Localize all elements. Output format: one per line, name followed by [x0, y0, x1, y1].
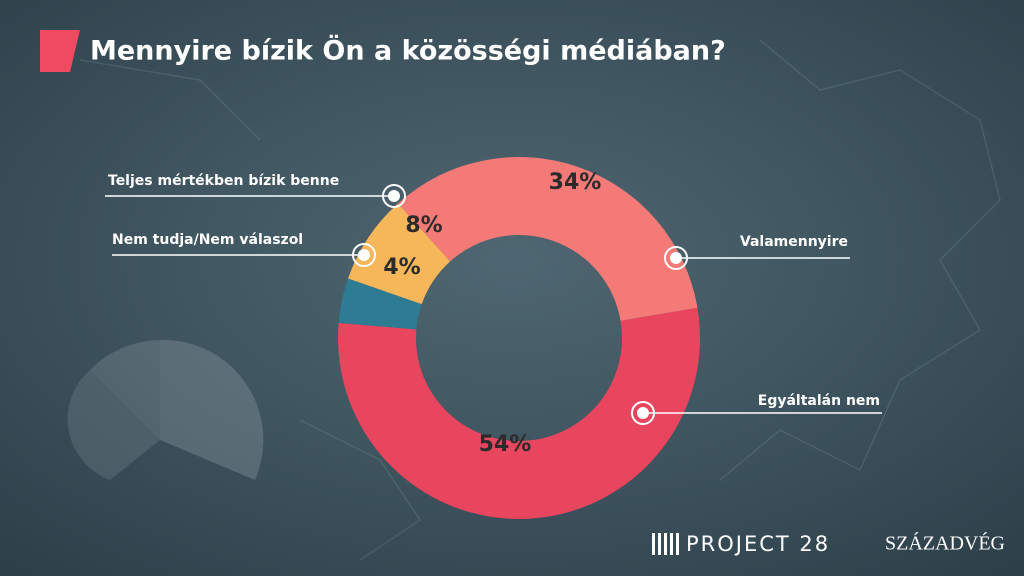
category-label: Egyáltalán nem	[758, 393, 880, 409]
callout-ring	[664, 246, 688, 270]
callout-ring	[382, 184, 406, 208]
value-label: 4%	[383, 255, 420, 280]
logo-bars	[652, 533, 679, 555]
callout-dot	[670, 252, 682, 264]
value-label: 54%	[479, 432, 532, 457]
bg-pie-decoration	[67, 339, 264, 480]
map-decoration	[79, 39, 1001, 561]
logo-project28: PROJECT 28	[686, 532, 830, 556]
category-label: Valamennyire	[740, 234, 848, 250]
callout-dot	[637, 407, 649, 419]
callout-dot	[358, 249, 370, 261]
value-label: 8%	[405, 213, 442, 238]
donut-segment	[348, 203, 451, 305]
value-label: 34%	[549, 170, 602, 195]
chart-title: Mennyire bízik Ön a közösségi médiában?	[90, 34, 726, 67]
donut-segment	[338, 307, 700, 519]
donut-segment	[397, 156, 698, 321]
title-marker	[40, 30, 80, 72]
callout-dot	[388, 190, 400, 202]
callout-ring	[631, 401, 655, 425]
callout-ring	[352, 243, 376, 267]
category-label: Nem tudja/Nem válaszol	[112, 232, 303, 248]
category-label: Teljes mértékben bízik benne	[108, 173, 339, 189]
footer-logos: PROJECT 28 SZÁZADVÉG	[652, 532, 1005, 556]
logo-szazadveg: SZÁZADVÉG	[885, 532, 1005, 555]
donut-segment	[338, 278, 422, 330]
